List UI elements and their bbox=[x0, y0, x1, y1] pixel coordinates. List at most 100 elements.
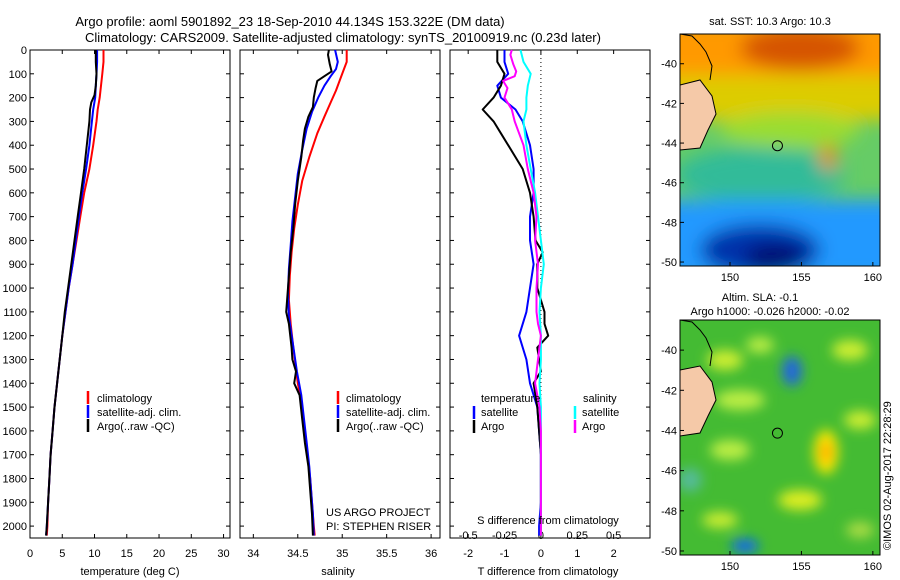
sla-map-subtitle: Argo h1000: -0.026 h2000: -0.02 bbox=[690, 306, 849, 318]
salinity-axis-label: salinity bbox=[321, 566, 355, 578]
sla-high-eddy-core bbox=[821, 440, 831, 464]
sst-map-frame bbox=[679, 33, 881, 267]
sla-high-patch bbox=[846, 522, 874, 538]
temperature-tick-label: 20 bbox=[153, 548, 165, 560]
legend-label-climatology: climatology bbox=[346, 393, 402, 405]
sla-high-patch bbox=[710, 440, 750, 460]
depth-tick-label: 600 bbox=[9, 188, 27, 200]
depth-tick-label: 1400 bbox=[3, 378, 27, 390]
t-difference-tick-label: -2 bbox=[463, 548, 473, 560]
legend-label-argo: Argo(..raw -QC) bbox=[346, 421, 424, 433]
latitude-tick-label: -46 bbox=[661, 178, 677, 190]
latitude-tick-label: -50 bbox=[661, 257, 677, 269]
temperature-axis-ticks: 0 5 10 15 20 25 30 bbox=[27, 50, 230, 560]
sst-hot-patch bbox=[740, 34, 860, 70]
sst-warm-eddy bbox=[820, 143, 836, 171]
legend-title-temperature: temperature bbox=[481, 393, 540, 405]
difference-legend: temperature salinity satellite Argo sate… bbox=[472, 393, 619, 433]
depth-tick-label: 200 bbox=[9, 93, 27, 105]
temperature-legend: climatology satellite-adj. clim. Argo(..… bbox=[86, 391, 181, 433]
series-temperature-argo-raw-qc- bbox=[45, 50, 98, 536]
sst-map-title: sat. SST: 10.3 Argo: 10.3 bbox=[709, 16, 831, 28]
legend-label-argo: Argo(..raw -QC) bbox=[97, 421, 175, 433]
s-difference-tick-label: -0.25 bbox=[492, 530, 517, 542]
longitude-tick-label: 160 bbox=[864, 272, 882, 284]
depth-tick-label: 1700 bbox=[3, 450, 27, 462]
legend-label-s-argo: Argo bbox=[582, 421, 605, 433]
depth-tick-label: 800 bbox=[9, 235, 27, 247]
s-difference-tick-label: 0 bbox=[538, 530, 544, 542]
sla-map-title: Altim. SLA: -0.1 bbox=[722, 292, 798, 304]
depth-tick-label: 1300 bbox=[3, 354, 27, 366]
sla-colour-field bbox=[680, 337, 876, 553]
temperature-tick-label: 15 bbox=[121, 548, 133, 560]
salinity-tick-label: 35 bbox=[336, 548, 348, 560]
latitude-tick-label: -50 bbox=[661, 546, 677, 558]
coastal-outline bbox=[680, 34, 713, 81]
depth-tick-label: 1200 bbox=[3, 331, 27, 343]
sst-argo-position-marker bbox=[771, 140, 783, 152]
temperature-tick-label: 25 bbox=[185, 548, 197, 560]
series-salinity-argo-raw-qc- bbox=[285, 49, 333, 536]
t-difference-tick-label: 0 bbox=[538, 548, 544, 560]
depth-tick-label: 400 bbox=[9, 140, 27, 152]
t-difference-axis-label: T difference from climatology bbox=[478, 566, 619, 578]
profile-lines bbox=[45, 49, 550, 536]
depth-tick-label: 500 bbox=[9, 164, 27, 176]
sla-low-patch bbox=[680, 468, 702, 492]
latitude-tick-label: -44 bbox=[661, 425, 677, 437]
legend-label-satellite: satellite-adj. clim. bbox=[97, 407, 181, 419]
s-difference-axis-label: S difference from climatology bbox=[477, 515, 619, 527]
credit-text: ©IMOS 02-Aug-2017 22:28:29 bbox=[882, 401, 894, 550]
latitude-tick-label: -44 bbox=[661, 138, 677, 150]
t-difference-tick-label: 2 bbox=[611, 548, 617, 560]
temperature-tick-label: 0 bbox=[27, 548, 33, 560]
depth-tick-label: 1800 bbox=[3, 473, 27, 485]
longitude-tick-label: 150 bbox=[721, 561, 739, 573]
difference-axis-ticks: -2 -1 0 1 2 -0.5 -0.25 0 0.25 0.5 bbox=[459, 50, 621, 560]
salinity-legend: climatology satellite-adj. clim. Argo(..… bbox=[336, 391, 430, 433]
legend-label-t-argo: Argo bbox=[481, 421, 504, 433]
figure-subtitle: Climatology: CARS2009. Satellite-adjuste… bbox=[85, 30, 601, 45]
depth-tick-label: 1500 bbox=[3, 402, 27, 414]
longitude-tick-label: 150 bbox=[721, 272, 739, 284]
salinity-panel-frame bbox=[239, 49, 441, 539]
tasmania-land bbox=[680, 79, 717, 151]
sla-high-patch bbox=[715, 390, 765, 410]
depth-tick-label: 1000 bbox=[3, 283, 27, 295]
sst-cold-core bbox=[745, 244, 805, 266]
sla-high-patch bbox=[746, 337, 774, 353]
sla-high-patch bbox=[707, 350, 743, 370]
pi-note: PI: STEPHEN RISER bbox=[326, 521, 431, 533]
temperature-tick-label: 30 bbox=[217, 548, 229, 560]
latitude-tick-label: -40 bbox=[661, 59, 677, 71]
s-difference-tick-label: 0.25 bbox=[567, 530, 588, 542]
longitude-tick-label: 155 bbox=[792, 561, 810, 573]
difference-panel-frame bbox=[449, 49, 651, 539]
coastal-outline bbox=[680, 320, 713, 367]
latitude-tick-label: -48 bbox=[661, 506, 677, 518]
salinity-tick-label: 34 bbox=[247, 548, 259, 560]
salinity-tick-label: 36 bbox=[425, 548, 437, 560]
sla-low-eddy bbox=[782, 356, 802, 386]
latitude-tick-label: -48 bbox=[661, 217, 677, 229]
legend-label-s-satellite: satellite bbox=[582, 407, 619, 419]
temperature-tick-label: 5 bbox=[59, 548, 65, 560]
sla-axis-ticks: 150 155 160 -40 -42 -44 -46 -48 -50 bbox=[661, 345, 882, 573]
temperature-panel-frame bbox=[29, 49, 231, 539]
longitude-tick-label: 160 bbox=[864, 561, 882, 573]
sla-low-eddy bbox=[731, 539, 759, 553]
depth-tick-label: 1100 bbox=[3, 307, 27, 319]
latitude-tick-label: -42 bbox=[661, 385, 677, 397]
tasmania-land bbox=[680, 365, 717, 437]
sla-high-patch bbox=[702, 512, 738, 528]
longitude-tick-label: 155 bbox=[792, 272, 810, 284]
latitude-tick-label: -42 bbox=[661, 98, 677, 110]
s-difference-tick-label: -0.5 bbox=[459, 530, 478, 542]
legend-label-t-satellite: satellite bbox=[481, 407, 518, 419]
t-difference-tick-label: 1 bbox=[574, 548, 580, 560]
latitude-tick-label: -46 bbox=[661, 466, 677, 478]
figure-title: Argo profile: aoml 5901892_23 18-Sep-201… bbox=[75, 14, 504, 29]
depth-tick-label: 700 bbox=[9, 212, 27, 224]
salinity-tick-label: 35.5 bbox=[376, 548, 397, 560]
